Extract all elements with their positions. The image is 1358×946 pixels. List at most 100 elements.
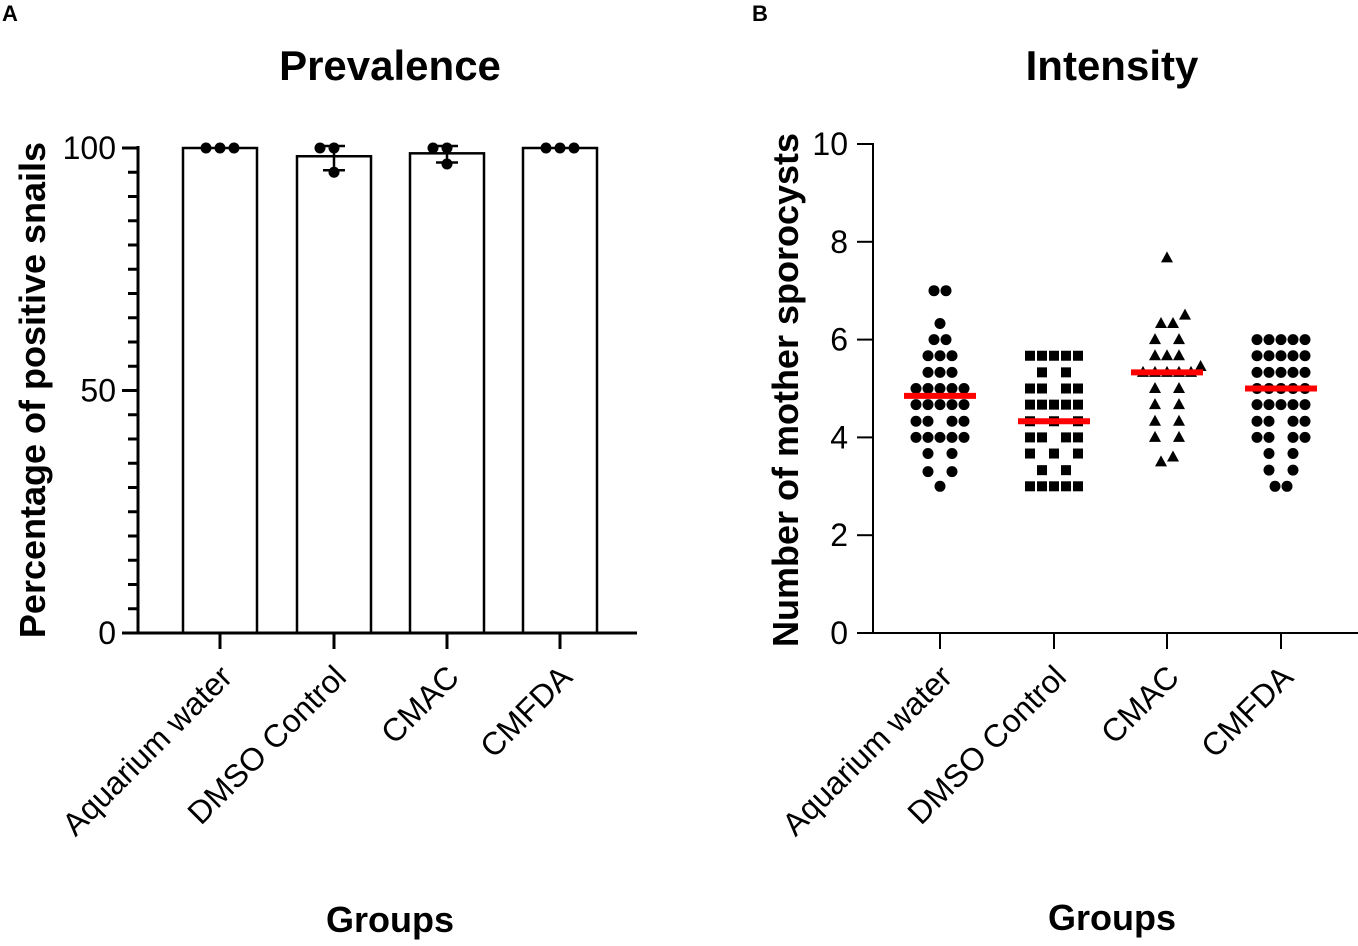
data-point xyxy=(1161,349,1173,361)
x-tick-label-cmfda: CMFDA xyxy=(473,658,579,764)
x-tick-label-cmac: CMAC xyxy=(1094,658,1186,750)
data-point xyxy=(922,366,934,378)
data-point xyxy=(1287,431,1299,443)
data-point xyxy=(1179,308,1191,320)
data-point xyxy=(1287,366,1299,378)
data-point xyxy=(1263,464,1275,476)
data-point xyxy=(1263,366,1275,378)
data-point xyxy=(1173,398,1185,410)
data-point xyxy=(1061,350,1071,361)
data-point xyxy=(1173,382,1185,393)
data-point xyxy=(1167,450,1179,462)
data-point xyxy=(922,448,934,460)
data-point xyxy=(934,431,946,443)
y-tick-label: 0 xyxy=(98,615,116,651)
data-point xyxy=(314,142,326,154)
data-point xyxy=(441,142,453,154)
data-point xyxy=(1155,455,1167,467)
data-point xyxy=(1073,481,1083,492)
data-point xyxy=(1061,481,1071,492)
data-point xyxy=(1149,333,1161,345)
data-point xyxy=(1049,350,1059,361)
data-point xyxy=(1299,431,1311,443)
data-point xyxy=(1049,481,1059,492)
y-tick-label: 50 xyxy=(80,373,116,409)
data-point xyxy=(540,142,552,154)
data-point xyxy=(1275,366,1287,378)
data-point xyxy=(1173,349,1185,361)
data-point xyxy=(1025,448,1035,459)
data-point xyxy=(1299,366,1311,378)
data-point xyxy=(946,431,958,443)
y-tick-label: 8 xyxy=(830,224,848,260)
data-point xyxy=(1287,334,1299,346)
data-point xyxy=(1299,350,1311,362)
data-point xyxy=(1037,383,1047,394)
data-point xyxy=(1061,367,1071,378)
data-point xyxy=(940,285,952,297)
data-point xyxy=(1149,414,1161,426)
data-point xyxy=(922,399,934,411)
y-tick-label: 6 xyxy=(830,322,848,358)
data-point xyxy=(1287,350,1299,362)
data-point xyxy=(568,142,580,154)
data-point xyxy=(1049,448,1059,459)
data-point xyxy=(1037,367,1047,378)
data-point xyxy=(1251,399,1263,411)
data-point xyxy=(1073,399,1083,410)
x-tick-label-cmac: CMAC xyxy=(374,658,466,750)
bar-cmac xyxy=(408,152,486,635)
data-point xyxy=(1149,349,1161,361)
intensity-title: Intensity xyxy=(1026,42,1199,89)
data-point xyxy=(1173,430,1185,442)
data-point xyxy=(1049,399,1059,410)
data-point xyxy=(200,142,212,154)
data-point xyxy=(1149,398,1161,410)
data-point xyxy=(1025,399,1035,410)
data-point xyxy=(946,399,958,411)
data-point xyxy=(1025,481,1035,492)
data-point xyxy=(928,285,940,297)
data-point xyxy=(922,431,934,443)
data-point xyxy=(1037,481,1047,492)
data-point xyxy=(1299,334,1311,346)
data-point xyxy=(946,383,958,394)
bar-cmfda xyxy=(521,146,599,635)
data-point xyxy=(922,415,934,427)
data-point xyxy=(228,142,240,154)
data-point xyxy=(1275,350,1287,362)
data-point xyxy=(1073,432,1083,443)
data-point xyxy=(1061,383,1071,394)
bar-aquarium-water xyxy=(181,146,259,635)
data-point xyxy=(1299,399,1311,411)
y-tick-label: 0 xyxy=(830,615,848,651)
prevalence-y-axis-title: Percentage of positive snails xyxy=(12,142,53,638)
data-point xyxy=(958,383,970,394)
data-point xyxy=(1263,415,1275,427)
data-point xyxy=(1037,432,1047,443)
x-tick-label-cmfda: CMFDA xyxy=(1194,658,1300,764)
data-point xyxy=(940,334,952,346)
data-point xyxy=(1263,448,1275,460)
data-point xyxy=(1281,480,1293,492)
data-point xyxy=(1037,465,1047,476)
data-point xyxy=(946,366,958,378)
data-point xyxy=(328,166,340,178)
data-point xyxy=(934,317,946,329)
data-point xyxy=(1073,448,1083,459)
data-point xyxy=(922,466,934,478)
data-point xyxy=(1061,465,1071,476)
data-point xyxy=(1263,350,1275,362)
data-point xyxy=(958,415,970,427)
data-point xyxy=(1025,383,1035,394)
data-point xyxy=(958,399,970,411)
data-point xyxy=(1061,432,1071,443)
y-tick-label: 100 xyxy=(63,130,116,166)
data-point xyxy=(1173,414,1185,426)
data-point xyxy=(1073,350,1083,361)
data-point xyxy=(1037,350,1047,361)
data-point xyxy=(1263,431,1275,443)
data-point xyxy=(1025,350,1035,361)
intensity-y-axis-title: Number of mother sporocysts xyxy=(765,133,806,647)
